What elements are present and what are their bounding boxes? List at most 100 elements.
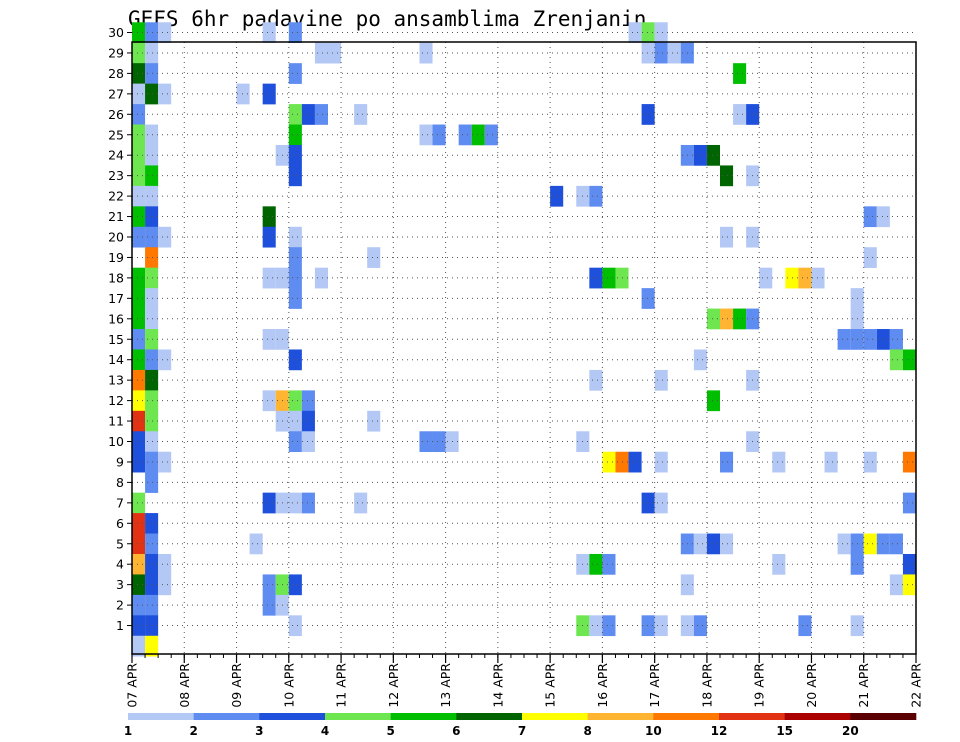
heatmap-cell (733, 63, 747, 84)
heatmap-cell (693, 615, 707, 637)
heatmap-cell (432, 431, 446, 453)
heatmap-cell (288, 492, 302, 514)
heatmap-cell (367, 247, 381, 268)
heatmap-cell (145, 206, 159, 228)
heatmap-cell (602, 267, 616, 289)
heatmap-cell (471, 124, 485, 146)
heatmap-cell (132, 104, 146, 125)
heatmap-cell (863, 206, 877, 228)
y-tick-label: 25 (108, 127, 124, 142)
heatmap-cell (602, 615, 616, 637)
colorbar-label: 4 (321, 724, 329, 738)
colorbar-swatch (522, 713, 588, 720)
heatmap-cell (288, 390, 302, 412)
heatmap-cell (132, 144, 146, 166)
heatmap-cell (145, 22, 159, 44)
colorbar-swatch (456, 713, 523, 720)
colorbar-label: 6 (452, 724, 460, 738)
heatmap-cell (902, 349, 916, 371)
heatmap-cell (354, 104, 368, 125)
heatmap-cell (589, 615, 603, 637)
heatmap-cell (288, 63, 302, 84)
heatmap-cell (145, 533, 159, 555)
y-axis-ticks: 1234567891011121314151617181920212223242… (108, 25, 132, 633)
heatmap-cell (667, 42, 681, 64)
heatmap-cell (145, 83, 159, 105)
heatmap-cell (145, 472, 159, 493)
heatmap-cell (589, 369, 603, 391)
y-tick-label: 16 (108, 311, 124, 326)
heatmap-cell (785, 267, 799, 289)
colorbar-legend: 1 2 3 4 5 6 7 8 10 12 15 20 (124, 713, 917, 738)
heatmap-cell (301, 492, 315, 514)
heatmap-cell (132, 22, 146, 44)
heatmap-cell (132, 574, 146, 596)
heatmap-cell (132, 513, 146, 534)
heatmap-cell (132, 615, 146, 637)
heatmap-cell (301, 410, 315, 432)
colorbar-label: 5 (386, 724, 394, 738)
y-tick-label: 20 (108, 230, 124, 245)
heatmap-cell (589, 553, 603, 575)
heatmap-cell (550, 185, 564, 207)
heatmap-cell (693, 533, 707, 555)
y-tick-label: 22 (108, 189, 124, 204)
heatmap-cell (145, 431, 159, 453)
y-tick-label: 30 (108, 25, 124, 40)
colorbar-swatch (850, 713, 917, 720)
y-tick-label: 15 (108, 332, 124, 347)
heatmap-cell (733, 104, 747, 125)
heatmap-cell (641, 615, 655, 637)
heatmap-cell (288, 615, 302, 637)
heatmap-cell (249, 533, 263, 555)
heatmap-cell (889, 349, 903, 371)
colorbar-swatch (653, 713, 720, 720)
heatmap-cell (158, 574, 172, 596)
heatmap-cell (262, 594, 276, 616)
heatmap-cell (262, 83, 276, 105)
x-tick-label: 14 APR (490, 663, 505, 708)
heatmap-cell (288, 349, 302, 371)
heatmap-cell (811, 267, 825, 289)
y-tick-label: 1 (116, 618, 124, 633)
colorbar-swatch (325, 713, 391, 720)
heatmap-cell (798, 267, 812, 289)
y-tick-label: 6 (116, 516, 124, 531)
heatmap-cell (132, 83, 146, 105)
heatmap-cell (132, 124, 146, 146)
heatmap-cell (145, 349, 159, 371)
heatmap-cell (288, 431, 302, 453)
heatmap-cell (132, 42, 146, 64)
heatmap-cell (837, 329, 851, 350)
heatmap-cell (863, 451, 877, 473)
heatmap-cell (145, 513, 159, 534)
heatmap-cell (902, 574, 916, 596)
y-tick-label: 18 (108, 270, 124, 285)
heatmap-cell (720, 308, 734, 330)
heatmap-cell (824, 451, 838, 473)
heatmap-cell (132, 635, 146, 657)
heatmap-cell (145, 267, 159, 289)
y-tick-label: 26 (108, 107, 124, 122)
heatmap-cell (589, 185, 603, 207)
colorbar-label: 1 (124, 724, 132, 738)
heatmap-cell (720, 451, 734, 473)
heatmap-cell (145, 594, 159, 616)
colorbar-swatch (128, 713, 194, 720)
heatmap-cell (641, 42, 655, 64)
heatmap-cell (863, 247, 877, 268)
heatmap-cell (132, 533, 146, 555)
colorbar-swatch (587, 713, 654, 720)
heatmap-cell (288, 124, 302, 146)
colorbar-label: 20 (842, 724, 859, 738)
y-tick-label: 23 (108, 168, 124, 183)
heatmap-cell (301, 390, 315, 412)
colorbar-label: 3 (255, 724, 263, 738)
colorbar-label: 7 (518, 724, 526, 738)
heatmap-cell (145, 247, 159, 268)
heatmap-cell (314, 267, 328, 289)
x-tick-label: 18 APR (699, 663, 714, 708)
heatmap-cell (158, 451, 172, 473)
y-tick-label: 13 (108, 373, 124, 388)
heatmap-cell (262, 492, 276, 514)
